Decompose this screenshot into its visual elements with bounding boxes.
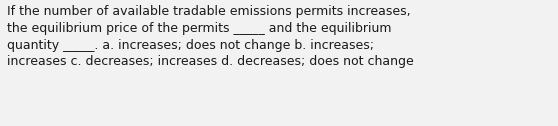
Text: If the number of available tradable emissions permits increases,
the equilibrium: If the number of available tradable emis… <box>7 5 414 68</box>
